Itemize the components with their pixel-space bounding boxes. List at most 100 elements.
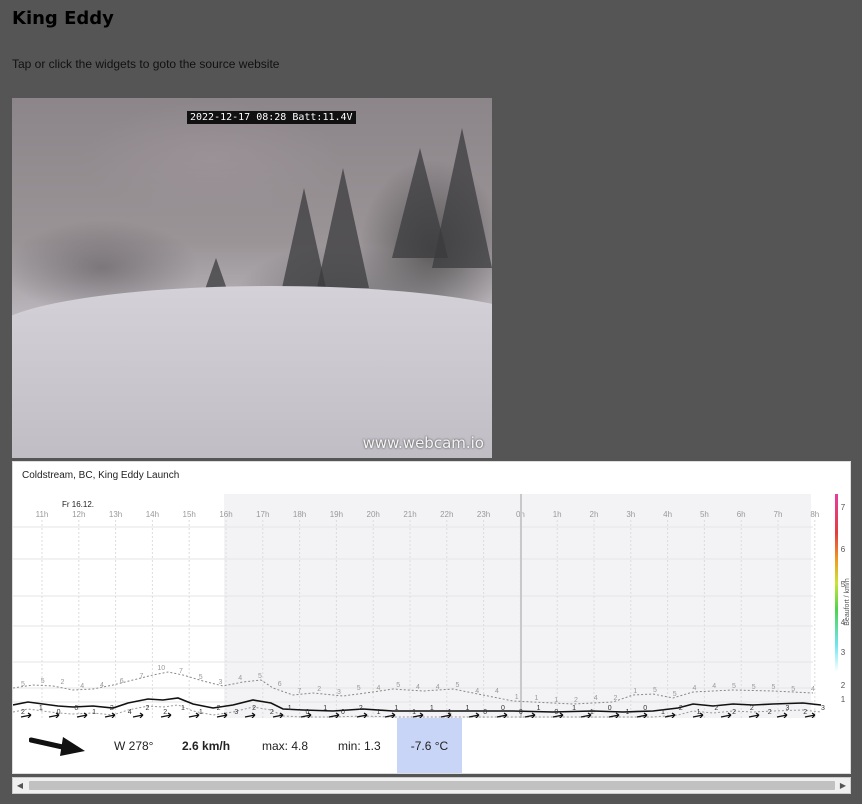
avg-value-label: 4	[128, 709, 132, 716]
y-tick-label: 4	[841, 618, 846, 627]
horizontal-scrollbar[interactable]: ◀ ▶	[12, 777, 851, 794]
small-arrow-icon	[692, 712, 704, 718]
hour-tick-label: 3h	[626, 510, 635, 519]
avg-value-label: 1	[181, 705, 185, 712]
avg-value-label: 1	[697, 709, 701, 716]
gust-value-label: 7	[298, 688, 302, 695]
station-name: Coldstream, BC, King Eddy Launch	[22, 470, 180, 481]
hour-tick-label: 13h	[109, 510, 122, 519]
hour-tick-label: 6h	[737, 510, 746, 519]
hour-tick-label: 14h	[146, 510, 159, 519]
hour-tick-label: 23h	[477, 510, 490, 519]
scroll-right-icon[interactable]: ▶	[839, 781, 847, 790]
gust-value-label: 5	[673, 691, 677, 698]
avg-value-label: 1	[288, 705, 292, 712]
hour-tick-label: 22h	[440, 510, 453, 519]
webcam-watermark: www.webcam.io	[362, 434, 484, 452]
gust-value-label: 4	[712, 683, 716, 690]
hour-tick-label: 20h	[367, 510, 380, 519]
small-arrow-icon	[216, 712, 228, 718]
gust-value-label: 4	[436, 684, 440, 691]
avg-value-label: 1	[430, 705, 434, 712]
small-arrow-icon	[720, 712, 732, 718]
avg-value-label: 1	[590, 709, 594, 716]
avg-value-label: 0	[501, 705, 505, 712]
gust-value-label: 10	[157, 665, 165, 672]
gust-value-label: 4	[80, 683, 84, 690]
avg-value-label: 2	[252, 705, 256, 712]
avg-value-label: 0	[74, 705, 78, 712]
hour-tick-label: 11h	[36, 510, 49, 519]
hour-tick-label: 1h	[553, 510, 562, 519]
small-arrow-icon	[412, 712, 424, 718]
y-tick-label: 3	[841, 648, 846, 657]
small-arrow-icon	[496, 712, 508, 718]
avg-value-label: 3	[234, 709, 238, 716]
avg-value-label: 0	[554, 709, 558, 716]
small-arrow-icon	[328, 712, 340, 718]
avg-value-label: 1	[572, 705, 576, 712]
avg-value-label: 0	[57, 709, 61, 716]
hour-tick-label: 2h	[590, 510, 599, 519]
avg-value-label: 1	[92, 709, 96, 716]
gust-value-label: 5	[258, 673, 262, 680]
small-arrow-icon	[384, 712, 396, 718]
gust-value-label: 5	[21, 681, 25, 688]
small-arrow-icon	[468, 712, 480, 718]
small-arrow-icon	[440, 712, 452, 718]
small-arrow-icon	[188, 712, 200, 718]
temperature: -7.6 °C	[397, 718, 462, 773]
avg-value-label: 1	[625, 709, 629, 716]
avg-value-label: 0	[608, 705, 612, 712]
avg-value-label: 2	[750, 705, 754, 712]
hour-tick-label: 18h	[293, 510, 306, 519]
wind-summary: W 278° 2.6 km/h max: 4.8 min: 1.3 -7.6 °…	[13, 718, 852, 774]
hour-tick-label: 7h	[774, 510, 783, 519]
avg-value-label: 0	[341, 709, 345, 716]
small-arrow-icon	[104, 712, 116, 718]
avg-value-label: 1	[465, 705, 469, 712]
small-arrow-icon	[300, 712, 312, 718]
page-subtitle: Tap or click the widgets to goto the sou…	[12, 57, 280, 71]
avg-value-label: 2	[110, 705, 114, 712]
hour-tick-label: 16h	[219, 510, 232, 519]
avg-value-label: 2	[679, 705, 683, 712]
small-arrow-icon	[356, 712, 368, 718]
small-arrow-icon	[776, 712, 788, 718]
gust-value-label: 5	[199, 674, 203, 681]
gust-value-label: 1	[515, 694, 519, 701]
small-arrow-icon	[664, 712, 676, 718]
avg-value-label: 1	[394, 705, 398, 712]
small-arrow-icon	[804, 712, 816, 718]
wind-max: max: 4.8	[262, 739, 309, 753]
avg-value-label: 2	[145, 705, 149, 712]
gust-value-label: 4	[811, 686, 815, 693]
wind-chart: 11h12h13h14h15h16h17h18h19h20h21h22h23h0…	[13, 492, 852, 718]
avg-value-label: 0	[519, 709, 523, 716]
avg-value-label: 0	[305, 709, 309, 716]
hour-tick-label: 19h	[330, 510, 343, 519]
avg-value-label: 1	[412, 709, 416, 716]
scrollbar-thumb[interactable]	[29, 781, 835, 790]
gust-value-label: 5	[357, 685, 361, 692]
hour-tick-label: 5h	[700, 510, 709, 519]
wind-min: min: 1.3	[338, 739, 381, 753]
avg-value-label: 2	[732, 709, 736, 716]
gust-line	[13, 671, 814, 705]
avg-value-label: 2	[217, 705, 221, 712]
gust-value-label: 5	[653, 687, 657, 694]
small-arrow-icon	[580, 712, 592, 718]
wind-widget[interactable]: Coldstream, BC, King Eddy Launch 11h 12h 1…	[12, 461, 851, 774]
gust-value-label: 4	[100, 682, 104, 689]
gust-value-label: 1	[554, 697, 558, 704]
gust-value-label: 3	[219, 679, 223, 686]
gust-value-label: 4	[377, 685, 381, 692]
scroll-left-icon[interactable]: ◀	[16, 781, 24, 790]
gust-value-label: 5	[456, 682, 460, 689]
small-arrow-icon	[132, 712, 144, 718]
small-arrow-icon	[524, 712, 536, 718]
webcam-image[interactable]: 2022-12-17 08:28 Batt:11.4V www.webcam.i…	[12, 98, 492, 458]
gust-value-label: 2	[574, 697, 578, 704]
avg-value-label: 0	[643, 705, 647, 712]
gust-value-label: 5	[396, 682, 400, 689]
